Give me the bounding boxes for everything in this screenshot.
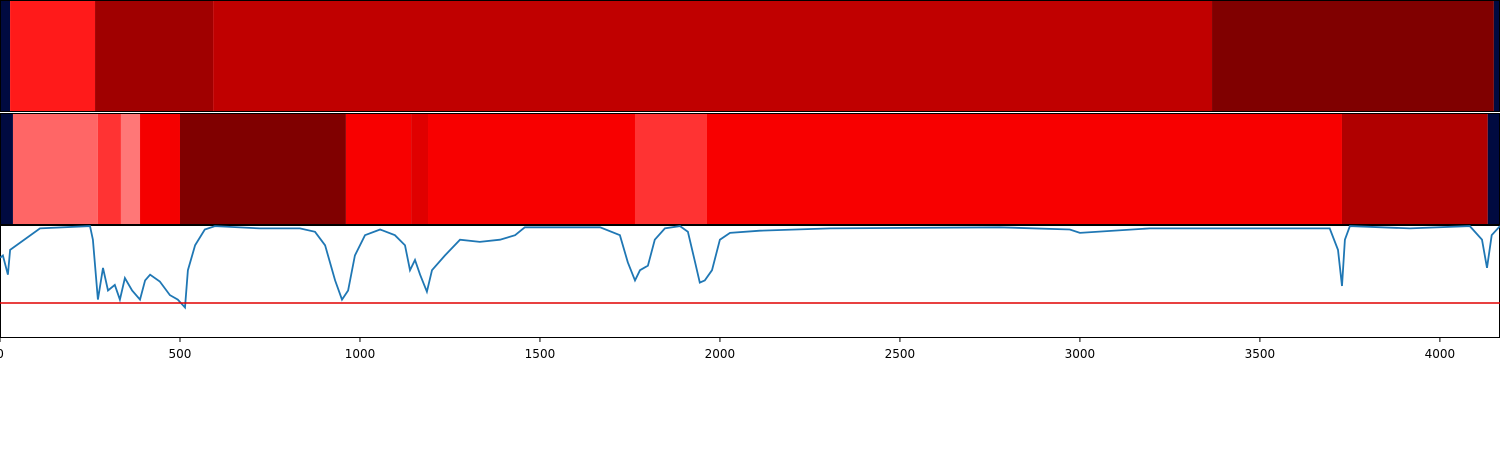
segment bbox=[1493, 0, 1500, 112]
segment bbox=[179, 113, 346, 225]
x-tick-label: 2000 bbox=[705, 347, 736, 361]
x-tick-label: 2500 bbox=[885, 347, 916, 361]
segment bbox=[411, 113, 429, 225]
x-tick-label: 0 bbox=[0, 347, 4, 361]
segment bbox=[0, 113, 13, 225]
segment bbox=[1487, 113, 1500, 225]
segment bbox=[1341, 113, 1488, 225]
x-tick-label: 1500 bbox=[525, 347, 556, 361]
segment bbox=[634, 113, 707, 225]
segment bbox=[120, 113, 141, 225]
x-tick-label: 3000 bbox=[1065, 347, 1096, 361]
x-tick-label: 1000 bbox=[345, 347, 376, 361]
x-tick-label: 3500 bbox=[1245, 347, 1276, 361]
segment bbox=[345, 113, 412, 225]
segment bbox=[10, 0, 96, 112]
segment bbox=[706, 113, 1342, 225]
x-tick-label: 500 bbox=[169, 347, 192, 361]
segment bbox=[95, 0, 214, 112]
line bbox=[0, 225, 1500, 310]
segment bbox=[140, 113, 180, 225]
segment bbox=[97, 113, 121, 225]
segment bbox=[1212, 0, 1494, 112]
segment bbox=[12, 113, 98, 225]
x-tick-label: 4000 bbox=[1425, 347, 1456, 361]
segment bbox=[213, 0, 1213, 112]
segment bbox=[428, 113, 635, 225]
segment bbox=[0, 0, 11, 112]
plot-frame bbox=[0, 225, 1500, 338]
